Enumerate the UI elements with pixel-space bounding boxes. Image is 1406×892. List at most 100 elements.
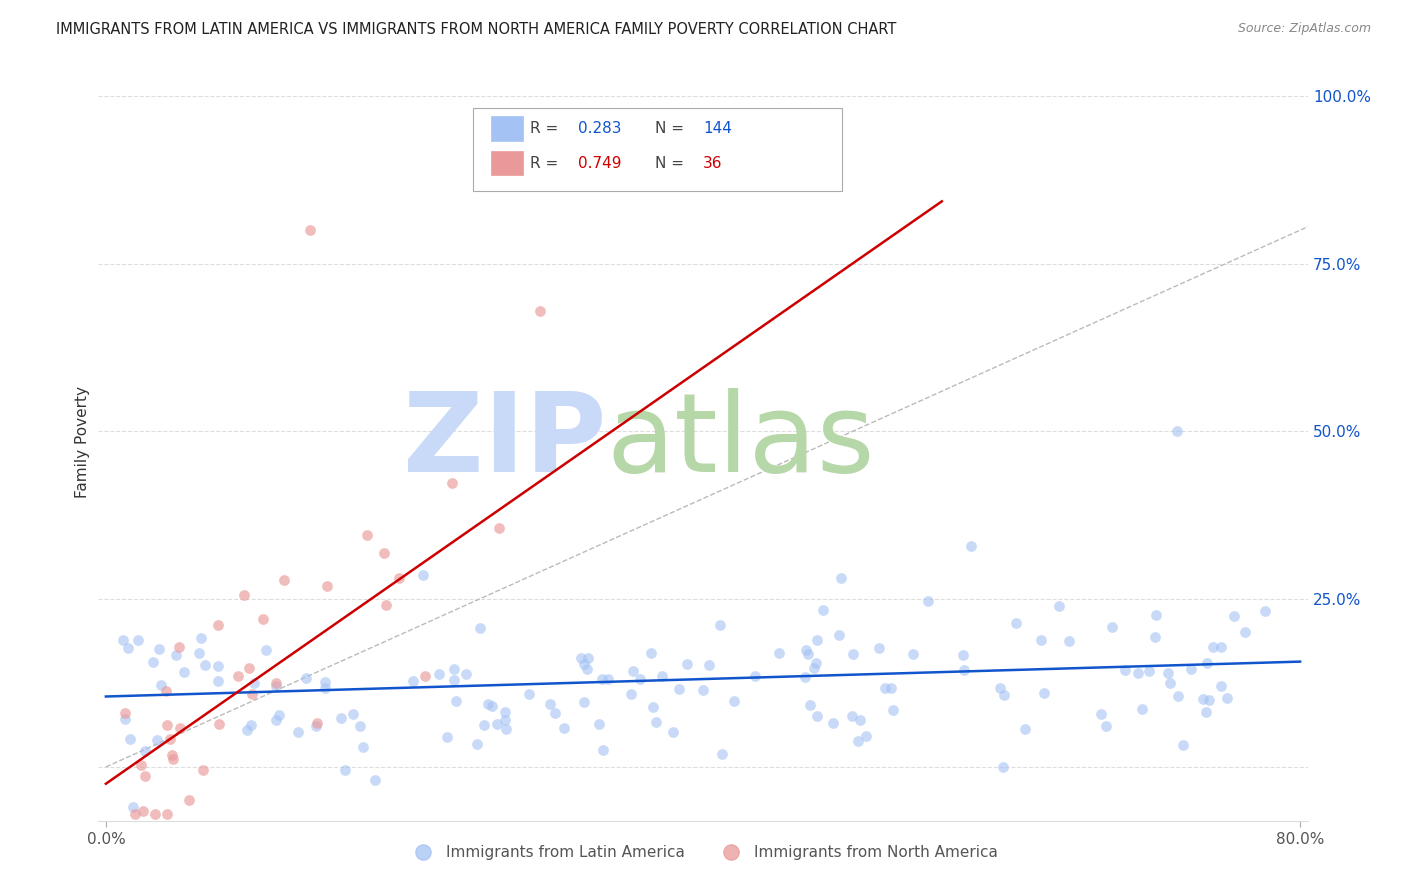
- Point: [651, 669, 673, 683]
- Point: [1004, 616, 1026, 631]
- Point: [697, 657, 720, 672]
- Text: 144: 144: [703, 121, 733, 136]
- Point: [591, 672, 613, 686]
- Point: [1057, 634, 1080, 648]
- Point: [112, 632, 135, 647]
- Point: [207, 618, 229, 632]
- Point: [572, 695, 595, 709]
- Point: [644, 715, 666, 730]
- Text: IMMIGRANTS FROM LATIN AMERICA VS IMMIGRANTS FROM NORTH AMERICA FAMILY POVERTY CO: IMMIGRANTS FROM LATIN AMERICA VS IMMIGRA…: [56, 22, 897, 37]
- Point: [148, 642, 170, 657]
- Point: [238, 661, 260, 675]
- Point: [162, 752, 184, 766]
- Point: [576, 662, 599, 676]
- Point: [363, 773, 385, 788]
- Point: [374, 598, 396, 612]
- Y-axis label: Family Poverty: Family Poverty: [75, 385, 90, 498]
- Point: [952, 648, 974, 663]
- Point: [880, 681, 903, 695]
- Point: [1166, 425, 1188, 439]
- Point: [127, 633, 149, 648]
- Point: [305, 719, 328, 733]
- FancyBboxPatch shape: [492, 116, 523, 141]
- Point: [235, 723, 257, 737]
- Point: [145, 732, 167, 747]
- Point: [468, 621, 491, 635]
- Point: [156, 718, 179, 732]
- Point: [1167, 689, 1189, 703]
- Point: [1198, 692, 1220, 706]
- Point: [131, 804, 153, 818]
- Point: [1223, 609, 1246, 624]
- Point: [811, 603, 834, 617]
- Point: [305, 716, 328, 731]
- Point: [191, 763, 214, 777]
- Point: [668, 681, 690, 696]
- Point: [806, 709, 828, 723]
- Point: [793, 670, 815, 684]
- Text: N =: N =: [655, 156, 689, 170]
- Point: [806, 657, 828, 671]
- Point: [1195, 656, 1218, 670]
- Point: [1137, 664, 1160, 678]
- Point: [598, 673, 620, 687]
- Point: [543, 706, 565, 721]
- Point: [1157, 666, 1180, 681]
- Point: [207, 659, 229, 673]
- Point: [413, 669, 436, 683]
- Point: [388, 571, 411, 585]
- Point: [538, 698, 561, 712]
- Point: [830, 571, 852, 585]
- Point: [252, 612, 274, 626]
- Point: [165, 648, 187, 663]
- Point: [443, 662, 465, 676]
- Point: [553, 721, 575, 735]
- Point: [454, 667, 477, 681]
- Text: 0.283: 0.283: [578, 121, 621, 136]
- Point: [952, 663, 974, 677]
- Point: [177, 793, 200, 807]
- Point: [592, 743, 614, 757]
- Text: N =: N =: [655, 121, 689, 136]
- Point: [114, 712, 136, 726]
- Point: [917, 594, 939, 608]
- Text: R =: R =: [530, 121, 564, 136]
- Point: [519, 687, 541, 701]
- Point: [143, 806, 166, 821]
- Point: [744, 669, 766, 683]
- Point: [1047, 599, 1070, 614]
- Point: [443, 673, 465, 687]
- Point: [803, 661, 825, 675]
- Point: [495, 705, 517, 719]
- Point: [333, 763, 356, 777]
- Point: [661, 725, 683, 739]
- Point: [294, 671, 316, 685]
- Point: [167, 640, 190, 654]
- Point: [643, 699, 665, 714]
- Point: [1253, 604, 1275, 618]
- Point: [142, 656, 165, 670]
- Text: 36: 36: [703, 156, 723, 170]
- Point: [1031, 633, 1053, 648]
- Point: [287, 724, 309, 739]
- Text: Source: ZipAtlas.com: Source: ZipAtlas.com: [1237, 22, 1371, 36]
- Point: [1209, 640, 1232, 655]
- Point: [588, 717, 610, 731]
- Point: [988, 681, 1011, 696]
- Point: [472, 718, 495, 732]
- Point: [330, 711, 353, 725]
- Point: [1211, 679, 1233, 693]
- FancyBboxPatch shape: [492, 151, 523, 176]
- Point: [254, 642, 277, 657]
- Point: [488, 521, 510, 535]
- Point: [723, 694, 745, 708]
- Legend: Immigrants from Latin America, Immigrants from North America: Immigrants from Latin America, Immigrant…: [402, 838, 1004, 866]
- Point: [243, 676, 266, 690]
- Point: [190, 631, 212, 645]
- Point: [709, 617, 731, 632]
- Point: [821, 716, 844, 731]
- Point: [1192, 692, 1215, 706]
- Point: [134, 769, 156, 783]
- Point: [187, 646, 209, 660]
- Point: [342, 706, 364, 721]
